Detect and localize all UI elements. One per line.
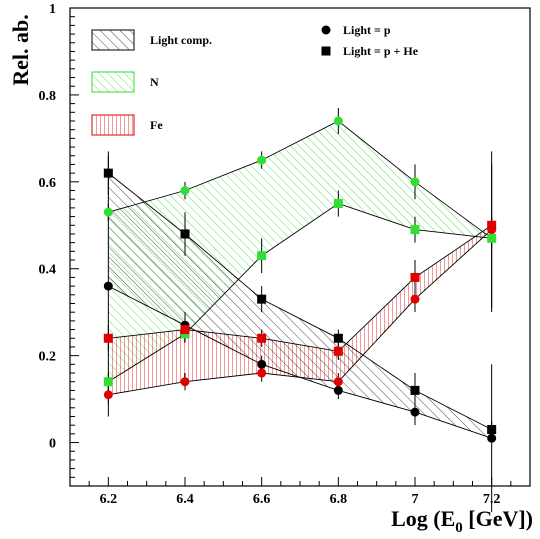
point-light_phe-4 <box>410 385 420 395</box>
legend: Light comp. N Fe Light = p Light = p + He <box>91 23 419 136</box>
point-light_p-3 <box>333 385 343 395</box>
point-light_phe-2 <box>257 294 267 304</box>
point-fe_p-1 <box>180 377 190 387</box>
point-n_p-2 <box>257 155 267 165</box>
point-fe_phe-5 <box>487 220 497 230</box>
y-axis-title: Rel. ab. <box>8 14 33 86</box>
legend-label-3: Fe <box>150 118 163 132</box>
point-fe_phe-1 <box>180 325 190 335</box>
point-fe_p-0 <box>103 390 113 400</box>
y-tick-label: 0 <box>49 437 56 452</box>
point-n_p-1 <box>180 186 190 196</box>
x-tick-label: 6.6 <box>253 492 271 507</box>
y-tick-label: 0.6 <box>39 176 57 191</box>
markers-layer <box>103 116 497 443</box>
point-light_p-2 <box>257 359 267 369</box>
legend-label-1: Light comp. <box>150 33 212 47</box>
x-axis-title-tail: [GeV]) <box>463 506 533 531</box>
legend-marker-label-1: Light = p <box>343 23 391 37</box>
x-tick-label: 7 <box>412 492 419 507</box>
y-tick-label: 0.4 <box>39 263 57 278</box>
legend-marker-square <box>321 46 331 56</box>
y-tick-label: 1 <box>49 2 56 17</box>
point-light_p-5 <box>487 433 497 443</box>
point-fe_p-4 <box>410 294 420 304</box>
y-tick-label: 0.8 <box>39 89 57 104</box>
legend-swatch-2 <box>91 71 135 93</box>
band-n <box>108 121 492 382</box>
point-n_phe-5 <box>487 233 497 243</box>
x-axis-title-main: Log (E <box>391 506 455 531</box>
point-n_p-0 <box>103 207 113 217</box>
point-n_phe-2 <box>257 251 267 261</box>
y-axis-ticks: 0 0.2 0.4 0.6 0.8 1 <box>39 2 79 487</box>
x-tick-label: 7.2 <box>483 492 501 507</box>
point-light_phe-0 <box>103 168 113 178</box>
legend-swatch-3 <box>91 114 135 136</box>
legend-marker-circle <box>321 25 331 35</box>
series-line-n_phe <box>108 203 492 383</box>
series-lines-layer <box>108 120 493 439</box>
point-fe_phe-0 <box>103 333 113 343</box>
series-line-fe_p <box>108 229 493 396</box>
y-tick-label: 0.2 <box>39 350 57 365</box>
point-light_phe-1 <box>180 229 190 239</box>
legend-marker-label-2: Light = p + He <box>343 44 419 58</box>
x-axis-title: Log (E0 [GeV]) <box>391 506 533 536</box>
point-light_p-0 <box>103 281 113 291</box>
x-tick-label: 6.8 <box>330 492 348 507</box>
series-line-light_phe <box>108 172 492 430</box>
point-fe_phe-2 <box>257 333 267 343</box>
point-light_phe-3 <box>333 333 343 343</box>
point-n_phe-0 <box>103 377 113 387</box>
point-fe_p-3 <box>333 377 343 387</box>
point-n_phe-4 <box>410 225 420 235</box>
series-line-n_p <box>108 120 492 239</box>
series-line-fe_phe <box>108 224 492 352</box>
point-fe_p-2 <box>257 368 267 378</box>
point-fe_phe-3 <box>333 346 343 356</box>
bands-layer <box>108 121 492 439</box>
x-tick-label: 6.4 <box>176 492 194 507</box>
x-tick-label: 6.2 <box>100 492 118 507</box>
x-axis-title-subscript: 0 <box>455 520 463 536</box>
legend-swatch-1 <box>91 29 135 51</box>
legend-label-2: N <box>150 75 159 89</box>
point-fe_phe-4 <box>410 272 420 282</box>
point-n_phe-3 <box>333 199 343 209</box>
band-fe <box>108 225 492 395</box>
point-light_phe-5 <box>487 425 497 435</box>
point-n_p-3 <box>333 116 343 126</box>
x-axis-ticks: 6.2 6.4 6.6 6.8 7 7.2 <box>69 477 531 507</box>
point-light_p-4 <box>410 407 420 417</box>
point-n_p-4 <box>410 177 420 187</box>
